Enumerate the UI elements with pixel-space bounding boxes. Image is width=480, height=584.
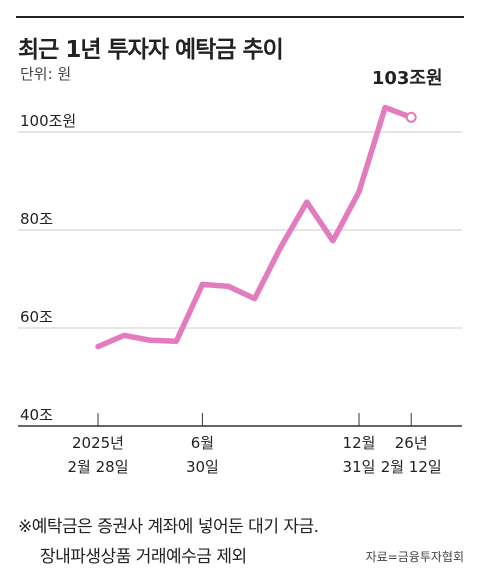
x-tick-label-3-line2: 2월 12일 (381, 458, 442, 476)
x-tick-label-1-line2: 30일 (186, 458, 219, 476)
x-tick-label-2-line1: 12월 (343, 434, 376, 452)
top-rule (16, 16, 464, 18)
y-tick-label-60: 60조 (20, 308, 53, 326)
footnote-line-2: 장내파생상품 거래예수금 제외 (40, 547, 247, 567)
x-tick-label-2-line2: 31일 (343, 458, 376, 476)
data-labels: 103조원 (372, 68, 443, 89)
unit-label: 단위: 원 (20, 65, 72, 83)
x-tick-label-0-line1: 2025년 (72, 434, 124, 452)
last-value-label: 103조원 (372, 68, 443, 89)
y-tick-label-80: 80조 (20, 210, 53, 228)
gridlines (18, 131, 462, 427)
x-tick-label-3-line1: 26년 (395, 434, 428, 452)
x-axis-ticks: 2025년 2월 28일 6월 30일 12월 31일 26년 2월 12일 (68, 413, 442, 476)
y-tick-label-40: 40조 (20, 406, 53, 424)
footnote: ※예탁금은 증권사 계좌에 넣어둔 대기 자금. 장내파생상품 거래예수금 제외 (18, 512, 319, 572)
x-tick-label-1-line1: 6월 (191, 434, 214, 452)
data-point-12 (405, 111, 417, 123)
line-chart: 40조 60조 80조 100조원 2025년 2월 28일 6월 30일 12월 31일 26년… (18, 68, 462, 476)
y-axis-tick-labels: 40조 60조 80조 100조원 (20, 112, 76, 424)
y-tick-label-100: 100조원 (20, 112, 76, 130)
series-line (95, 104, 414, 350)
chart-title: 최근 1년 투자자 예탁금 추이 (18, 37, 284, 63)
footnote-line-1: ※예탁금은 증권사 계좌에 넣어둔 대기 자금. (18, 517, 319, 537)
series-deposits (95, 104, 417, 350)
source-credit: 자료=금융투자협회 (365, 550, 464, 564)
x-tick-label-0-line2: 2월 28일 (68, 458, 129, 476)
